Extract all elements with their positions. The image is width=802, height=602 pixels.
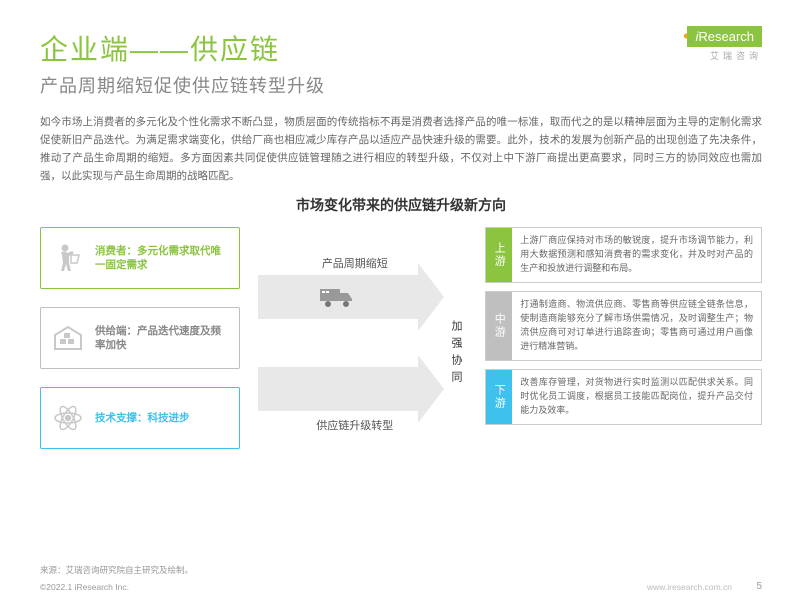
supply-chain-diagram: 消费者：多元化需求取代唯一固定需求 供给端：产品迭代速度及频率加快 技术支撑：科…: [0, 215, 802, 463]
copyright: ©2022.1 iResearch Inc.: [40, 582, 129, 592]
midstream-box: 中游 打通制造商、物流供应商、零售商等供应链全链条信息，使制造商能够充分了解市场…: [485, 291, 762, 361]
middle-column: 产品周期缩短 供应链升级转型: [240, 227, 451, 463]
tech-text: 技术支撑：科技进步: [95, 411, 190, 426]
brand-logo: •iResearch 艾瑞咨询: [683, 26, 762, 62]
midstream-tag: 中游: [486, 292, 512, 360]
arrow-bottom: 供应链升级转型: [258, 367, 451, 449]
page-subtitle: 产品周期缩短促使供应链转型升级: [40, 72, 762, 98]
left-column: 消费者：多元化需求取代唯一固定需求 供给端：产品迭代速度及频率加快 技术支撑：科…: [40, 227, 240, 463]
consumer-text: 消费者：多元化需求取代唯一固定需求: [95, 244, 231, 273]
supply-box: 供给端：产品迭代速度及频率加快: [40, 307, 240, 369]
consumer-box: 消费者：多元化需求取代唯一固定需求: [40, 227, 240, 289]
supply-text: 供给端：产品迭代速度及频率加快: [95, 324, 231, 353]
right-column: 上游 上游厂商应保持对市场的敏锐度，提升市场调节能力，利用大数据预测和感知消费者…: [485, 227, 762, 463]
page-title: 企业端——供应链: [40, 28, 762, 68]
atom-icon: [49, 399, 87, 437]
arrow-bottom-shape: [258, 367, 418, 411]
upstream-tag: 上游: [486, 228, 512, 282]
source-note: 来源：艾瑞咨询研究院自主研究及绘制。: [40, 564, 193, 576]
arrow-top-shape: [258, 275, 418, 319]
truck-icon: [318, 283, 358, 311]
arrow-top: 产品周期缩短: [258, 255, 451, 337]
downstream-box: 下游 改善库存管理，对货物进行实时监测以匹配供求关系。同时优化员工调度，根据员工…: [485, 369, 762, 425]
shopping-person-icon: [49, 239, 87, 277]
downstream-text: 改善库存管理，对货物进行实时监测以匹配供求关系。同时优化员工调度，根据员工技能匹…: [512, 370, 761, 424]
midstream-text: 打通制造商、物流供应商、零售商等供应链全链条信息，使制造商能够充分了解市场供需情…: [512, 292, 761, 360]
warehouse-icon: [49, 319, 87, 357]
intro-paragraph: 如今市场上消费者的多元化及个性化需求不断凸显，物质层面的传统指标不再是消费者选择…: [0, 98, 802, 185]
vertical-label: 加强协同: [448, 320, 464, 388]
downstream-tag: 下游: [486, 370, 512, 424]
logo-text: iResearch: [687, 26, 762, 47]
upstream-box: 上游 上游厂商应保持对市场的敏锐度，提升市场调节能力，利用大数据预测和感知消费者…: [485, 227, 762, 283]
footer-url: www.iresearch.com.cn: [647, 582, 732, 592]
tech-box: 技术支撑：科技进步: [40, 387, 240, 449]
page-number: 5: [756, 581, 762, 592]
logo-subtitle: 艾瑞咨询: [683, 49, 762, 62]
upstream-text: 上游厂商应保持对市场的敏锐度，提升市场调节能力，利用大数据预测和感知消费者的需求…: [512, 228, 761, 282]
diagram-title: 市场变化带来的供应链升级新方向: [0, 195, 802, 215]
